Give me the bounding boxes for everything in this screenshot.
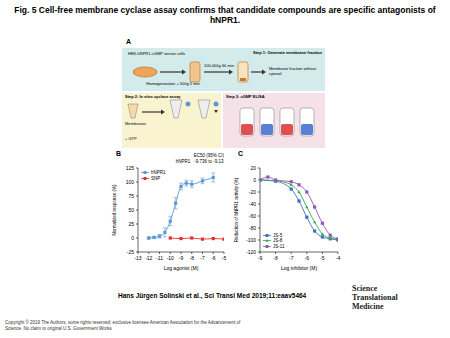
html-text:-9.736 to -9.13: -9.736 to -9.13: [194, 158, 224, 164]
html-text:JS-11: JS-11: [273, 243, 285, 249]
svg-text:Log inhibitor (M): Log inhibitor (M): [281, 265, 317, 271]
svg-text:125: 125: [126, 165, 135, 171]
svg-text:-9: -9: [179, 255, 184, 261]
html-text:Membrane fraction without cyto: Membrane fraction without cytosol: [269, 66, 317, 76]
html-text:EC50 (95% CI): EC50 (95% CI): [193, 153, 224, 158]
html-text:+ GTP: + GTP: [125, 136, 137, 141]
svg-text:-100: -100: [246, 237, 256, 243]
svg-text:-8: -8: [273, 255, 278, 261]
svg-text:Normalized response (%): Normalized response (%): [112, 184, 117, 235]
svg-text:-40: -40: [249, 201, 256, 207]
html-text:hNPR1: hNPR1: [151, 170, 166, 175]
html-text:JS-5: JS-5: [273, 232, 283, 238]
html-text:SNP: SNP: [151, 175, 161, 181]
svg-text:Log agonist (M): Log agonist (M): [164, 265, 199, 271]
html-text:Step 1: Generate membrane frac: Step 1: Generate membrane fraction: [253, 50, 322, 55]
svg-text:0: 0: [131, 235, 134, 241]
svg-text:-4: -4: [336, 255, 341, 261]
html-text:100,000g 60 min: 100,000g 60 min: [204, 63, 234, 68]
html-text:Step 2: In vitro cyclase assay: Step 2: In vitro cyclase assay: [125, 94, 181, 99]
html-text:Hans Jürgen Solinski et al., S: Hans Jürgen Solinski et al., Sci Transl …: [118, 292, 307, 299]
svg-text:-20: -20: [249, 189, 256, 195]
html-text:Copyright © 2019 The Authors,: Copyright © 2019 The Authors, some right…: [5, 320, 241, 331]
svg-text:-6: -6: [211, 255, 216, 261]
html-text:A: A: [126, 38, 132, 45]
svg-text:50: 50: [128, 207, 134, 213]
html-text:hNPR1: hNPR1: [175, 158, 191, 164]
html-text:Step 3: cGMP ELISA: Step 3: cGMP ELISA: [226, 94, 265, 99]
svg-text:-8: -8: [190, 255, 195, 261]
html-text:Homogenization + 500g 5 min: Homogenization + 500g 5 min: [146, 81, 200, 86]
html-text:HEK-hNPR1-cGMP sensor cells: HEK-hNPR1-cGMP sensor cells: [128, 51, 186, 56]
svg-text:100: 100: [126, 179, 135, 185]
svg-text:-5: -5: [320, 255, 325, 261]
svg-text:-60: -60: [249, 213, 256, 219]
html-text:Membranes: Membranes: [125, 121, 147, 126]
svg-text:-10: -10: [167, 255, 174, 261]
html-text:B: B: [116, 150, 122, 157]
svg-text:-25: -25: [127, 249, 134, 255]
svg-text:-7: -7: [289, 255, 294, 261]
svg-text:-7: -7: [200, 255, 205, 261]
svg-text:20: 20: [250, 165, 256, 171]
svg-text:-80: -80: [249, 225, 256, 231]
html-text:Fig. 5 Cell-free membrane cycl: Fig. 5 Cell-free membrane cyclase assay …: [14, 5, 436, 25]
svg-text:25: 25: [128, 221, 134, 227]
svg-text:-5: -5: [222, 255, 227, 261]
svg-text:-9: -9: [258, 255, 263, 261]
html-text:JS-8: JS-8: [273, 238, 283, 243]
svg-text:-13: -13: [134, 255, 141, 261]
svg-text:0: 0: [253, 177, 256, 183]
svg-text:75: 75: [128, 193, 134, 199]
html-text:C: C: [238, 150, 244, 157]
svg-text:-6: -6: [305, 255, 310, 261]
svg-text:-11: -11: [156, 255, 163, 261]
svg-text:-120: -120: [246, 249, 256, 255]
html-text:Science Translational Medicine: Science Translational Medicine: [352, 284, 398, 311]
svg-text:Reduction of hNPR1 activity (%: Reduction of hNPR1 activity (%): [234, 177, 239, 242]
svg-text:-12: -12: [145, 255, 152, 261]
